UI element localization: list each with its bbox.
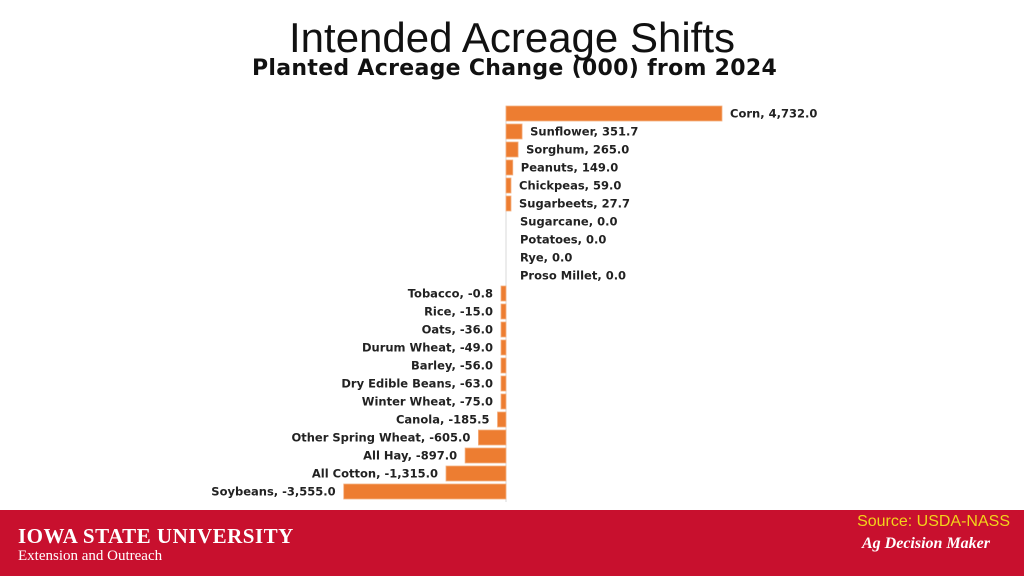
label-all-hay: All Hay, -897.0 [363,449,457,463]
extension-subtitle: Extension and Outreach [18,548,163,564]
university-logo-text: IOWA STATE UNIVERSITY [18,524,294,548]
label-sugarbeets: Sugarbeets, 27.7 [519,197,630,211]
bar-corn [505,105,723,122]
label-peanuts: Peanuts, 149.0 [521,161,618,175]
bar-chickpeas [505,177,512,194]
label-potatoes: Potatoes, 0.0 [520,233,606,247]
ag-decision-maker-logo: Ag Decision Maker [862,535,990,552]
label-barley: Barley, -56.0 [411,359,493,373]
bar-sunflower [505,123,523,140]
bar-chart: Corn, 4,732.0 Sunflower, 351.7 Sorghum, 26… [211,105,817,502]
bar-other-spring-wheat [477,429,507,446]
bar-sugarbeets [505,195,512,212]
label-sunflower: Sunflower, 351.7 [530,125,638,139]
label-sorghum: Sorghum, 265.0 [526,143,629,157]
bar-tobacco [500,285,507,302]
label-all-cotton: All Cotton, -1,315.0 [312,467,438,481]
bar-durum-wheat [500,339,507,356]
bars-group [343,105,723,502]
label-dry-edible-beans: Dry Edible Beans, -63.0 [341,377,493,391]
labels-group: Corn, 4,732.0 Sunflower, 351.7 Sorghum, 26… [211,107,817,499]
slide-title: Intended Acreage Shifts [289,14,735,61]
bar-all-cotton [445,465,507,482]
bar-rice [500,303,507,320]
label-winter-wheat: Winter Wheat, -75.0 [362,395,493,409]
bar-canola [497,411,507,428]
chart-title: Planted Acreage Change (000) from 2024 [252,56,778,81]
bar-winter-wheat [500,393,507,410]
label-proso-millet: Proso Millet, 0.0 [520,269,626,283]
bar-barley [500,357,507,374]
label-oats: Oats, -36.0 [422,323,493,337]
label-rye: Rye, 0.0 [520,251,572,265]
bar-soybeans [343,483,507,500]
label-soybeans: Soybeans, -3,555.0 [211,485,335,499]
label-chickpeas: Chickpeas, 59.0 [519,179,621,193]
label-tobacco: Tobacco, -0.8 [408,287,493,301]
label-other-spring-wheat: Other Spring Wheat, -605.0 [291,431,470,445]
label-rice: Rice, -15.0 [424,305,493,319]
label-canola: Canola, -185.5 [396,413,490,427]
source-note: Source: USDA-NASS [857,513,1010,530]
bar-sorghum [505,141,519,158]
bar-dry-edible-beans [500,375,507,392]
label-corn: Corn, 4,732.0 [730,107,817,121]
bar-oats [500,321,507,338]
label-sugarcane: Sugarcane, 0.0 [520,215,617,229]
bar-all-hay [464,447,507,464]
label-durum-wheat: Durum Wheat, -49.0 [362,341,493,355]
footer-bar: IOWA STATE UNIVERSITY Extension and Outr… [0,510,1024,576]
bar-peanuts [505,159,514,176]
